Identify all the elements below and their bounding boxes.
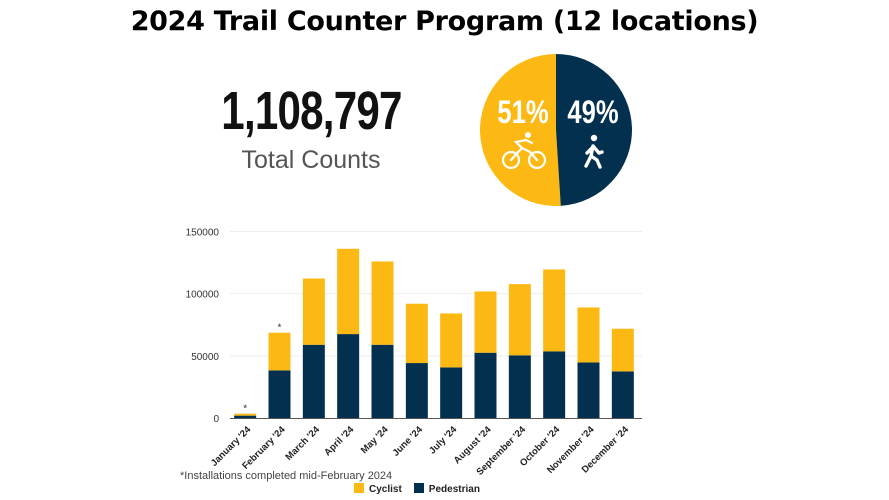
bar-pedestrian — [302, 344, 325, 418]
bicycle-icon — [501, 132, 547, 170]
bar-pedestrian — [268, 370, 291, 418]
bar-pedestrian — [234, 415, 257, 418]
bar-cyclist — [611, 328, 634, 372]
bar-cyclist — [508, 284, 531, 356]
pedestrian-head — [590, 134, 598, 142]
bar-pedestrian — [611, 371, 634, 418]
y-tick-label: 0 — [213, 414, 219, 425]
bar-pedestrian — [508, 355, 531, 418]
cyclist-head — [525, 132, 531, 138]
bicycle-wheel — [527, 150, 547, 170]
total-counts-label: Total Counts — [241, 146, 381, 174]
bar-pedestrian — [405, 363, 428, 418]
x-tick-label: March '24 — [283, 424, 322, 463]
legend-label: Pedestrian — [428, 484, 480, 495]
x-tick-label: April '24 — [322, 424, 357, 459]
page-title: 2024 Trail Counter Program (12 locations… — [130, 6, 759, 37]
chart-legend: Cyclist Pedestrian — [354, 483, 480, 495]
bar-cyclist — [577, 307, 600, 363]
bar-cyclist — [440, 313, 463, 368]
bar-cyclist — [268, 332, 291, 371]
legend-swatch — [354, 483, 364, 493]
bicycle-wheel — [501, 150, 521, 170]
x-tick-label: July '24 — [427, 424, 460, 457]
bar-pedestrian — [577, 362, 600, 418]
pie-slice-pedestrian — [556, 54, 632, 206]
bar-cyclist — [543, 269, 566, 352]
y-tick-label: 100000 — [186, 290, 220, 301]
pie-label-cyclist: 51% — [497, 95, 548, 130]
bar-cyclist — [337, 248, 360, 335]
pie-label-pedestrian: 49% — [567, 95, 618, 130]
bar-pedestrian — [371, 344, 394, 418]
y-tick-label: 50000 — [191, 352, 219, 363]
bar-pedestrian — [440, 367, 463, 418]
total-counts-value: 1,108,797 — [221, 81, 402, 141]
bar-cyclist — [371, 261, 394, 345]
bar-annotation: * — [278, 323, 282, 334]
legend-label: Cyclist — [369, 484, 402, 495]
bar-pedestrian — [474, 352, 497, 418]
legend-item-pedestrian: Pedestrian — [413, 483, 480, 495]
bar-cyclist — [302, 278, 325, 345]
y-tick-label: 150000 — [186, 228, 220, 239]
pedestrian-body — [584, 144, 604, 169]
x-tick-label: May '24 — [359, 424, 391, 456]
bicycle-frame — [509, 138, 539, 162]
pedestrian-icon — [584, 134, 604, 169]
footnote: *Installations completed mid-February 20… — [180, 470, 393, 482]
bar-pedestrian — [543, 351, 566, 418]
bar-cyclist — [474, 291, 497, 353]
bar-annotation: * — [243, 404, 247, 415]
bar-pedestrian — [337, 334, 360, 418]
bar-cyclist — [234, 413, 257, 416]
x-tick-label: June '24 — [391, 424, 426, 459]
legend-item-cyclist: Cyclist — [354, 483, 402, 495]
bar-cyclist — [405, 303, 428, 364]
legend-swatch — [413, 483, 424, 493]
